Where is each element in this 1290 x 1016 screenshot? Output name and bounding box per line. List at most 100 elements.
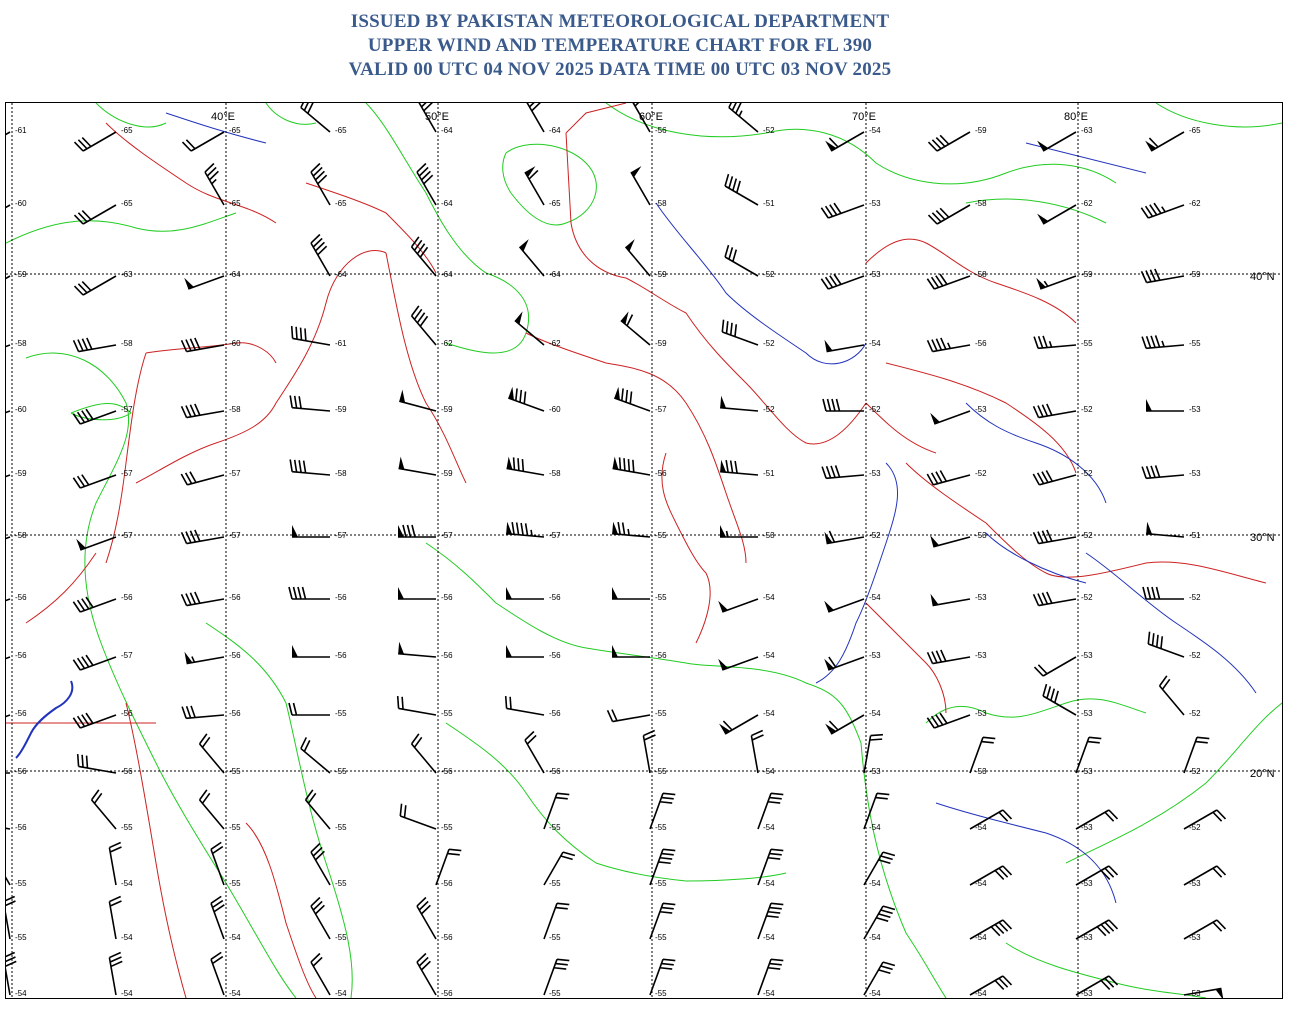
station-obs: -55 [399,803,453,832]
station-obs: -53 [821,465,881,480]
barb-feather [1032,593,1040,606]
barb-feather [419,246,429,258]
barb-feather [314,904,325,915]
barb-feather [181,706,187,719]
barb-feather [1160,636,1164,649]
barb-staff [1075,865,1110,886]
barb-half-feather [738,110,743,117]
barb-feather [870,733,883,737]
barb-feather [1108,809,1119,820]
barb-feather [981,740,994,744]
temperature-value: -55 [549,933,561,942]
barb-feather [304,789,314,801]
station-obs: -53 [824,651,881,671]
barb-feather [185,593,192,606]
station-obs: -63 [73,270,133,296]
barb-feather [180,473,188,486]
temperature-value: -56 [655,651,667,660]
barb-feather [312,237,323,248]
barb-staff [649,903,664,940]
barb-feather [770,958,784,962]
temperature-value: -54 [869,593,881,602]
station-obs: -53 [1146,399,1201,414]
barb-feather [206,166,217,177]
temperature-value: -55 [121,823,133,832]
barb-staff [933,474,971,486]
temperature-value: -58 [549,469,561,478]
station-obs: -63 [1037,126,1093,152]
barb-feather [418,166,429,177]
station-obs: -65 [73,126,133,152]
station-obs: -53 [1042,683,1093,718]
barb-staff [724,185,759,206]
barb-feather [994,923,1005,934]
barb-feather [76,657,86,669]
barb-feather [1145,270,1152,283]
barb-staff [398,467,437,476]
barb-feather [81,474,90,486]
barb-staff [514,319,545,346]
barb-feather [81,598,90,610]
barb-feather [1196,736,1210,740]
barb-feather [1041,530,1049,543]
barb-feather [1149,269,1157,282]
temperature-value: -53 [1081,879,1093,888]
station-obs: -56 [435,848,462,888]
barb-feather [413,239,423,251]
barb-feather [926,473,934,486]
barb-staff [614,397,651,412]
barb-feather [1154,335,1161,348]
barb-feather [416,243,426,255]
station-obs: -55 [649,792,676,832]
barb-feather [314,850,325,861]
barb-feather [293,459,298,473]
barb-feather [76,754,80,767]
barb-feather [662,848,676,852]
barb-feather [194,403,201,416]
barb-pennant [631,166,642,178]
barb-feather [410,236,420,248]
barb-feather [732,178,738,191]
barb-pennant [930,412,940,424]
barb-staff [649,793,664,830]
barb-staff [826,536,865,545]
station-obs: -56 [184,651,241,665]
station-obs: -58 [289,459,347,478]
barb-feather [732,249,738,262]
barb-feather [940,337,947,350]
station-obs: -57 [292,525,347,540]
station-obs: -56 [72,593,133,613]
barb-feather [312,900,323,911]
barb-staff [757,793,772,830]
temperature-value: -63 [1081,126,1093,135]
issuer-title: ISSUED BY PAKISTAN METEOROLOGICAL DEPART… [350,11,890,32]
temperature-value: -54 [869,823,881,832]
temperature-value: -54 [763,593,775,602]
barb-feather [751,734,764,741]
temperature-value: -56 [335,651,347,660]
barb-feather [643,729,656,737]
barb-feather [528,103,535,108]
barb-feather [185,405,192,418]
barb-feather [661,962,674,966]
barb-staff [728,106,759,133]
barb-feather [1153,202,1162,214]
temperature-value: -56 [441,651,453,660]
barb-feather [448,848,462,852]
lon-label-80e: 80°E [1064,111,1088,123]
temperature-value: -52 [869,405,881,414]
barb-feather [935,137,946,148]
barb-feather [1140,207,1149,219]
barb-feather [6,900,16,907]
barb-feather [931,212,942,223]
station-obs: -54 [108,951,133,998]
temperature-value: -64 [229,270,241,279]
barb-feather [880,855,893,861]
barb-feather [81,754,84,768]
station-obs: -56 [506,587,561,602]
barb-feather [629,391,633,404]
barb-feather [767,856,781,860]
barb-feather [81,656,90,668]
barb-feather [109,846,122,853]
barb-feather [621,388,624,401]
